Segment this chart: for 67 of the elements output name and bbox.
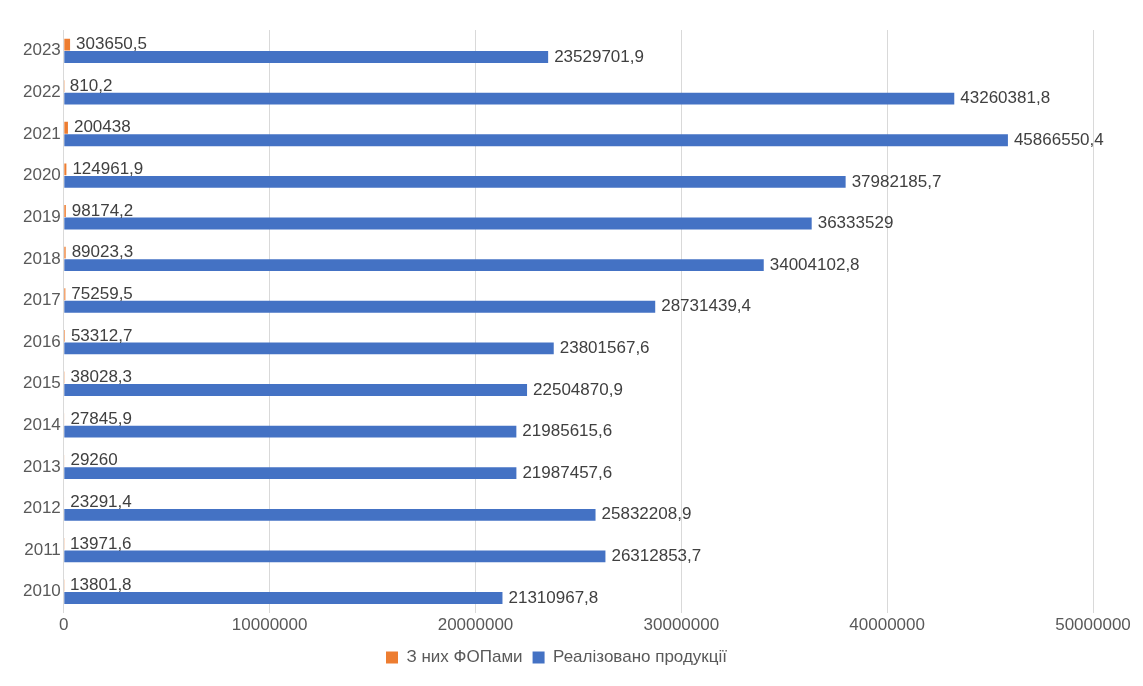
data-label: 200438 bbox=[73, 117, 131, 137]
bar bbox=[64, 163, 67, 176]
data-label: 37982185,7 bbox=[851, 171, 942, 191]
legend-label: З них ФОПами bbox=[406, 647, 523, 667]
data-label: 124961,9 bbox=[72, 159, 144, 179]
bar bbox=[64, 592, 503, 604]
bar bbox=[64, 134, 1008, 147]
data-label: 810,2 bbox=[69, 75, 113, 95]
y-tick-label: 2022 bbox=[22, 82, 61, 102]
y-tick-label: 2010 bbox=[22, 581, 61, 601]
bar bbox=[64, 92, 955, 105]
data-label: 21310967,8 bbox=[508, 587, 599, 607]
data-label: 29260 bbox=[70, 450, 118, 470]
y-tick-label: 2018 bbox=[22, 248, 61, 268]
bar bbox=[64, 51, 549, 63]
bar bbox=[64, 259, 764, 272]
data-label: 23801567,6 bbox=[559, 338, 650, 358]
y-tick-label: 2013 bbox=[22, 456, 61, 476]
x-tick-label: 40000000 bbox=[849, 615, 925, 635]
data-label: 25832208,9 bbox=[601, 504, 692, 524]
y-tick-label: 2016 bbox=[22, 331, 61, 351]
bar bbox=[64, 467, 517, 480]
data-label: 23529701,9 bbox=[554, 46, 644, 66]
y-tick-label: 2021 bbox=[22, 123, 61, 143]
bar bbox=[64, 300, 656, 313]
bar bbox=[64, 38, 71, 51]
x-tick-label: 30000000 bbox=[643, 615, 720, 635]
x-tick-label: 50000000 bbox=[1055, 615, 1131, 635]
x-tick-label: 0 bbox=[59, 615, 69, 635]
y-tick-label: 2012 bbox=[22, 498, 61, 518]
bar bbox=[64, 508, 596, 521]
data-label: 22504870,9 bbox=[533, 379, 623, 399]
y-tick-label: 2019 bbox=[22, 206, 61, 226]
data-label: 23291,4 bbox=[70, 492, 132, 512]
bar bbox=[64, 342, 554, 355]
y-tick-label: 2015 bbox=[22, 373, 61, 393]
data-label: 43260381,8 bbox=[960, 88, 1051, 108]
y-tick-label: 2011 bbox=[24, 539, 61, 559]
bar bbox=[64, 425, 517, 438]
y-tick-label: 2020 bbox=[22, 165, 61, 185]
data-label: 303650,5 bbox=[76, 34, 147, 54]
bar bbox=[64, 217, 812, 230]
y-tick-label: 2014 bbox=[22, 415, 61, 435]
data-label: 36333529 bbox=[817, 213, 894, 233]
bar bbox=[64, 121, 68, 134]
bar bbox=[64, 550, 606, 563]
data-label: 75259,5 bbox=[71, 283, 133, 303]
x-tick-label: 10000000 bbox=[231, 615, 308, 635]
x-tick-label: 20000000 bbox=[437, 615, 514, 635]
data-label: 98174,2 bbox=[71, 200, 134, 220]
data-label: 21985615,6 bbox=[522, 421, 613, 441]
data-label: 28731439,4 bbox=[661, 296, 752, 316]
legend-label: Реалізовано продукції bbox=[553, 647, 728, 667]
bar bbox=[64, 175, 846, 188]
data-label: 45866550,4 bbox=[1013, 129, 1104, 149]
data-label: 53312,7 bbox=[70, 325, 133, 345]
data-label: 13971,6 bbox=[70, 533, 132, 553]
data-label: 26312853,7 bbox=[611, 546, 702, 566]
data-label: 38028,3 bbox=[70, 367, 133, 387]
data-label: 13801,8 bbox=[70, 575, 132, 595]
y-tick-label: 2023 bbox=[22, 40, 61, 60]
data-label: 89023,3 bbox=[71, 242, 134, 262]
data-label: 21987457,6 bbox=[522, 462, 613, 482]
data-label: 27845,9 bbox=[70, 408, 132, 428]
y-tick-label: 2017 bbox=[22, 290, 61, 310]
data-label: 34004102,8 bbox=[769, 254, 860, 274]
bar bbox=[64, 384, 528, 396]
